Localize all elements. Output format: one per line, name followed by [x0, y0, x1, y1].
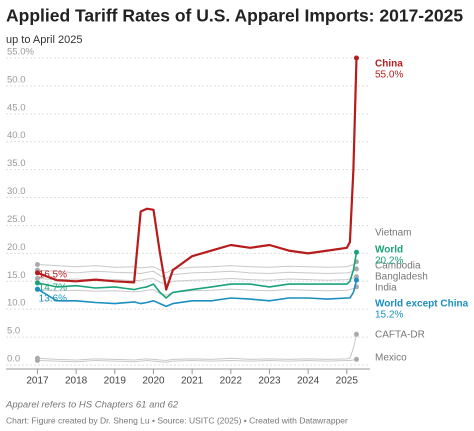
series-dot: [34, 280, 40, 286]
series-line: [37, 268, 357, 279]
x-tick-label: 2019: [104, 376, 127, 387]
series-label: World except China: [375, 299, 469, 310]
series-label: World: [375, 245, 403, 256]
series-dot: [34, 275, 40, 281]
x-tick-label: 2018: [65, 376, 88, 387]
chart-title: Applied Tariff Rates of U.S. Apparel Imp…: [6, 6, 463, 26]
value-label: 16.5%: [39, 270, 67, 281]
source: Chart: Figure created by Dr. Sheng Lu • …: [6, 415, 348, 425]
value-label: 13.6%: [39, 294, 67, 305]
y-tick-label: 50.0: [7, 74, 26, 85]
series-dot: [353, 266, 359, 272]
y-tick-label: 30.0: [7, 186, 26, 197]
series-line: [37, 57, 358, 291]
series-line: [37, 276, 357, 285]
chart-subtitle: up to April 2025: [6, 34, 82, 46]
y-tick-label: 40.0: [7, 130, 26, 141]
series-dot: [353, 55, 359, 61]
series-line: [37, 252, 358, 299]
y-tick-label: 45.0: [7, 102, 26, 113]
series-dot: [353, 331, 359, 337]
series-label: Cambodia: [375, 261, 421, 272]
y-tick-label: 35.0: [7, 158, 26, 169]
x-tick-label: 2023: [258, 376, 281, 387]
series-line: [37, 358, 357, 363]
x-tick-label: 2025: [336, 376, 359, 387]
series-dot: [353, 249, 359, 255]
series-dot: [353, 277, 359, 283]
series-dot: [34, 262, 40, 268]
x-tick-label: 2017: [26, 376, 49, 387]
y-tick-label: 55.0%: [7, 47, 34, 58]
x-tick-label: 2024: [297, 376, 320, 387]
y-tick-label: 0.0: [7, 354, 20, 365]
series-label: Mexico: [375, 353, 407, 364]
series-dot: [34, 358, 40, 364]
series-label: Vietnam: [375, 228, 412, 239]
series-label: China: [375, 59, 403, 70]
series-line: [37, 280, 358, 308]
series-label: India: [375, 283, 397, 294]
y-tick-label: 15.0: [7, 270, 26, 281]
value-label: 55.0%: [375, 70, 403, 81]
x-tick-label: 2021: [181, 376, 204, 387]
x-tick-label: 2020: [142, 376, 165, 387]
value-label: 14.7%: [39, 283, 67, 294]
series-dot: [353, 356, 359, 362]
series-dot: [34, 270, 40, 276]
y-tick-label: 5.0: [7, 326, 20, 337]
series-label: Bangladesh: [375, 272, 428, 283]
x-tick-label: 2022: [220, 376, 243, 387]
y-tick-label: 20.0: [7, 242, 26, 253]
series-line: [37, 334, 357, 361]
series-label: CAFTA-DR: [375, 330, 425, 341]
y-tick-label: 10.0: [7, 298, 26, 309]
value-label: 20.2%: [375, 256, 403, 267]
series-dot: [34, 286, 40, 292]
series-line: [37, 261, 357, 274]
value-label: 15.2%: [375, 310, 403, 321]
y-tick-label: 25.0: [7, 214, 26, 225]
note: Apparel refers to HS Chapters 61 and 62: [5, 400, 179, 411]
